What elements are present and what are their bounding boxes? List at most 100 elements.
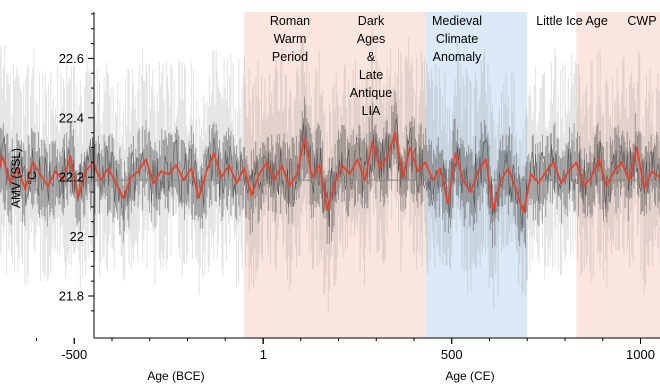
series-point: [583, 185, 585, 188]
period-label-medieval-climate-anomaly: Medieval: [432, 14, 482, 28]
series-point: [605, 185, 608, 188]
period-label-little-ice-age: Little Ice Age: [536, 14, 608, 28]
series-point: [182, 179, 185, 182]
series-point: [537, 182, 540, 185]
period-label-roman-warm-period: Roman: [270, 14, 310, 28]
x-tick-label: -500: [61, 347, 87, 362]
x-axis-title-ce: Age (CE): [445, 369, 494, 383]
series-point: [386, 155, 389, 158]
series-point: [54, 170, 57, 173]
series-point: [130, 176, 132, 179]
series-point: [590, 176, 593, 179]
y-tick-label: 22.2: [59, 170, 84, 185]
y-tick-label: 22.6: [59, 51, 84, 66]
period-label-medieval-climate-anomaly: Climate: [436, 32, 478, 46]
series-point: [439, 167, 442, 170]
series-point: [341, 164, 344, 167]
series-point: [492, 209, 495, 211]
series-point: [114, 182, 117, 185]
series-point: [220, 176, 223, 179]
series-point: [197, 197, 200, 199]
x-axis-title-bce: Age (BCE): [147, 369, 204, 383]
series-point: [432, 179, 434, 182]
series-point: [265, 161, 268, 164]
axes: [93, 12, 660, 339]
series-point: [9, 182, 12, 185]
period-label-medieval-climate-anomaly: Anomaly: [433, 50, 482, 64]
x-tick-label: 1000: [626, 347, 655, 362]
series-point: [303, 137, 306, 140]
series-point: [311, 176, 313, 179]
series-point: [167, 173, 170, 176]
series-point: [635, 146, 638, 149]
series-point: [288, 185, 291, 188]
series-point: [213, 152, 215, 155]
series-point: [409, 146, 412, 149]
period-label-roman-warm-period: Period: [272, 50, 308, 64]
period-label-dark-ages-late-antique-lia: Late: [359, 68, 383, 82]
series-point: [613, 170, 615, 173]
y-tick-label: 22.4: [59, 110, 84, 125]
series-point: [567, 170, 570, 173]
series-point: [77, 197, 79, 199]
series-point: [107, 167, 110, 170]
series-point: [348, 173, 351, 176]
x-ticks: -5001500100015002000: [36, 338, 655, 362]
ensemble-member: [0, 118, 660, 233]
y-axis-title: AMV (SSL): [9, 148, 23, 208]
series-point: [356, 158, 359, 161]
series-point: [84, 170, 87, 173]
series-point: [499, 179, 502, 182]
series-point: [228, 164, 230, 167]
series-point: [530, 173, 532, 176]
series-point: [326, 209, 329, 211]
x-tick-label: 1: [260, 347, 267, 362]
series-point: [281, 164, 283, 167]
series-point: [46, 185, 49, 188]
series-point: [515, 188, 517, 191]
period-label-cwp: CWP: [627, 14, 656, 28]
y-tick-label: 22: [70, 229, 84, 244]
period-label-roman-warm-period: Warm: [274, 32, 307, 46]
series-point: [333, 182, 336, 185]
series-point: [243, 167, 246, 170]
series-point: [477, 170, 480, 173]
series-point: [545, 170, 547, 173]
series-point: [273, 179, 276, 182]
series-point: [258, 173, 261, 176]
series-point: [552, 161, 555, 164]
period-label-dark-ages-late-antique-lia: Antique: [350, 86, 392, 100]
series-layer: [0, 131, 660, 214]
series-point: [462, 179, 464, 182]
series-point: [447, 203, 449, 205]
series-point: [122, 197, 125, 199]
series-point: [560, 182, 563, 185]
series-point: [575, 161, 578, 164]
series-point: [1, 155, 4, 158]
series-point: [16, 167, 19, 170]
series-point: [190, 167, 193, 170]
series-point: [507, 167, 510, 170]
series-point: [24, 188, 27, 191]
series-point: [31, 161, 34, 164]
series-point: [469, 191, 472, 194]
series-point: [522, 211, 525, 214]
y-ticks: 21.8 22 22.2 22.4 22.6: [59, 13, 94, 312]
series-point: [643, 188, 646, 191]
series-point: [145, 158, 147, 161]
period-label-dark-ages-late-antique-lia: Ages: [357, 32, 386, 46]
series-point: [454, 152, 457, 155]
series-point: [424, 161, 427, 164]
period-labels: Roman Warm Period Dark Ages & Late Antique LIA Me…: [270, 14, 657, 118]
series-point: [39, 173, 42, 176]
series-point: [371, 140, 374, 143]
series-point: [69, 155, 72, 158]
series-point: [62, 179, 64, 182]
series-point: [628, 179, 631, 182]
series-point: [318, 164, 321, 167]
series-point: [250, 194, 253, 196]
series-point: [205, 170, 208, 173]
series-point: [379, 167, 381, 170]
ensemble-spread: [0, 28, 660, 313]
